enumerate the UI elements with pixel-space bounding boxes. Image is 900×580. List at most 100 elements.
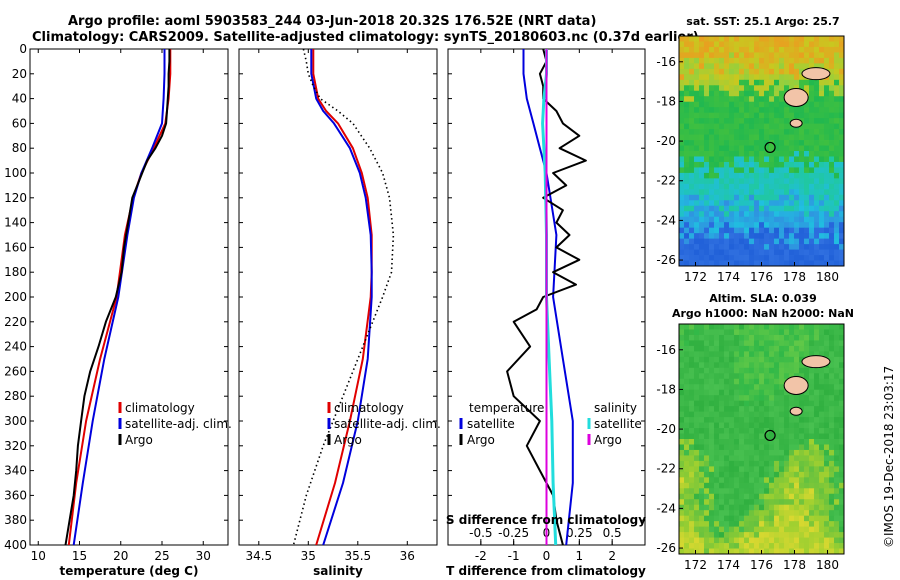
map-cell — [759, 189, 765, 196]
map-cell — [754, 200, 760, 207]
map-cell — [719, 57, 725, 64]
map-cell — [749, 255, 755, 261]
map-cell — [799, 134, 805, 141]
map-cell — [794, 46, 800, 53]
map-cell — [704, 79, 710, 86]
map-cell — [694, 244, 700, 250]
map-cell — [834, 63, 840, 70]
map-cell — [679, 244, 685, 250]
map-cell — [739, 466, 745, 473]
map-cell — [764, 183, 770, 190]
map-cell — [749, 548, 755, 555]
map-cell — [809, 471, 815, 478]
map-cell — [789, 433, 795, 440]
map-cell — [779, 493, 785, 500]
map-cell — [714, 118, 720, 125]
map-cell — [829, 167, 835, 174]
map-cell — [729, 222, 735, 229]
map-cell — [679, 493, 685, 500]
map-cell — [694, 395, 700, 402]
map-cell — [714, 428, 720, 434]
map-cell — [764, 200, 770, 207]
map-cell — [834, 510, 840, 517]
map-cell — [749, 74, 755, 81]
map-cell — [784, 167, 790, 174]
map-cell — [699, 471, 705, 478]
map-cell — [709, 107, 715, 114]
map-cell — [704, 395, 710, 402]
map-cell — [744, 526, 750, 533]
map-cell — [744, 362, 750, 369]
map-cell — [759, 521, 765, 528]
map-cell — [809, 90, 815, 97]
map-cell — [744, 96, 750, 103]
map-cell — [774, 444, 780, 451]
map-cell — [819, 488, 825, 495]
map-cell — [729, 356, 735, 363]
map-cell — [784, 482, 790, 489]
map-cell — [709, 356, 715, 363]
map-cell — [819, 532, 825, 538]
map-cell — [694, 324, 700, 330]
map-cell — [809, 482, 815, 489]
map-cell — [704, 422, 710, 429]
map-cell — [789, 216, 795, 223]
map-cell — [789, 189, 795, 196]
map-cell — [784, 255, 790, 261]
map-cell — [804, 329, 810, 336]
map-cell — [744, 537, 750, 544]
map-cell — [779, 515, 785, 522]
map-cell — [834, 189, 840, 196]
map-cell — [754, 499, 760, 506]
map-cell — [814, 466, 820, 473]
map-cell — [709, 460, 715, 467]
map-cell — [794, 477, 800, 484]
map-cell — [714, 362, 720, 369]
map-cell — [799, 395, 805, 402]
map-cell — [689, 373, 695, 380]
map-cell — [794, 52, 800, 59]
map-cell — [749, 233, 755, 240]
map-x-tick-label: 176 — [750, 270, 773, 284]
map-cell — [814, 449, 820, 456]
map-cell — [724, 521, 730, 528]
map-cell — [839, 107, 845, 114]
map-cell — [724, 227, 730, 234]
map-cell — [829, 238, 835, 245]
map-cell — [824, 373, 830, 380]
map-cell — [689, 167, 695, 174]
map-cell — [739, 255, 745, 261]
map-cell — [789, 211, 795, 218]
map-cell — [809, 216, 815, 223]
map-cell — [694, 36, 700, 42]
map-cell — [704, 373, 710, 380]
map-cell — [819, 145, 825, 152]
map-cell — [694, 471, 700, 478]
map-cell — [804, 466, 810, 473]
map-cell — [739, 134, 745, 141]
map-cell — [834, 101, 840, 108]
map-cell — [754, 211, 760, 218]
map-cell — [699, 227, 705, 234]
map-cell — [824, 444, 830, 451]
map-cell — [689, 444, 695, 451]
map-cell — [704, 101, 710, 108]
map-cell — [809, 449, 815, 456]
map-cell — [764, 249, 770, 256]
map-cell — [694, 211, 700, 218]
map-cell — [809, 548, 815, 555]
map-cell — [684, 340, 690, 347]
map-cell — [789, 249, 795, 256]
map-cell — [729, 482, 735, 489]
map-cell — [719, 444, 725, 451]
map-cell — [774, 422, 780, 429]
map-cell — [729, 107, 735, 114]
map-cell — [824, 178, 830, 185]
map-cell — [759, 493, 765, 500]
map-cell — [714, 129, 720, 135]
map-cell — [814, 205, 820, 212]
map-cell — [754, 227, 760, 234]
map-cell — [814, 85, 820, 92]
map-cell — [709, 543, 715, 549]
map-cell — [834, 422, 840, 429]
